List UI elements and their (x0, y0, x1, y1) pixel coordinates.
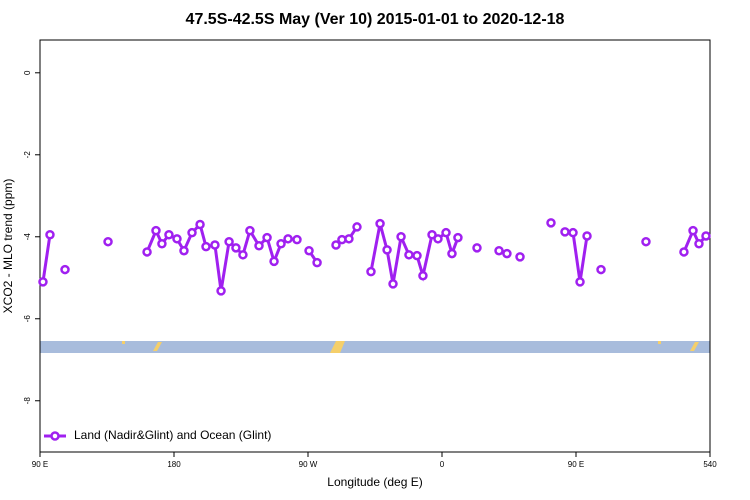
x-tick-label: 90 E (568, 460, 584, 469)
x-tick-label: 90 W (299, 460, 318, 469)
data-line (682, 226, 708, 253)
data-point (142, 247, 152, 257)
data-point (201, 241, 211, 252)
data-line (41, 234, 52, 283)
y-tick-label: 0 (23, 70, 32, 75)
data-point (304, 245, 314, 256)
data-point (582, 231, 592, 241)
data-point (453, 232, 463, 243)
data-point (45, 229, 55, 240)
data-point (694, 238, 704, 249)
data-point (688, 225, 698, 236)
data-point (396, 232, 406, 242)
data-point (546, 218, 556, 228)
data-point (427, 229, 437, 240)
data-point (447, 248, 457, 259)
x-tick-label: 90 E (32, 460, 48, 469)
data-point (568, 227, 578, 238)
y-tick-label: -8 (23, 397, 32, 405)
data-point (412, 250, 422, 261)
data-point (231, 243, 241, 253)
data-point (418, 270, 428, 281)
data-point (238, 250, 248, 260)
y-tick-label: -6 (23, 315, 32, 323)
plot-frame (39, 39, 711, 453)
data-point (195, 219, 205, 230)
data-point (245, 225, 255, 236)
data-point (179, 245, 189, 256)
data-point (575, 277, 585, 287)
data-point (494, 245, 504, 256)
data-point (224, 236, 234, 247)
data-point (38, 277, 48, 287)
data-point (187, 227, 197, 238)
data-point (210, 240, 220, 250)
data-point (164, 229, 174, 240)
data-point (515, 252, 525, 262)
data-point (433, 234, 443, 244)
data-point (60, 264, 70, 275)
x-tick-label: 0 (440, 460, 445, 469)
chart-title: 47.5S-42.5S May (Ver 10) 2015-01-01 to 2… (186, 11, 565, 28)
y-tick-label: -4 (23, 233, 32, 241)
data-point (679, 247, 689, 257)
data-point (276, 238, 286, 249)
data-point (472, 243, 482, 253)
legend-label: Land (Nadir&Glint) and Ocean (Glint) (74, 428, 271, 442)
land-markers (122, 341, 699, 353)
data-point (172, 234, 182, 244)
data-point (216, 286, 226, 296)
data-point (352, 222, 362, 232)
data-point (292, 234, 302, 245)
data-point (269, 256, 279, 267)
data-point (331, 240, 341, 250)
data-point (404, 250, 414, 260)
y-axis-label: XCO2 - MLO trend (ppm) (1, 179, 15, 314)
y-tick-label: -2 (23, 151, 32, 159)
data-point (312, 257, 322, 268)
data-point (641, 236, 651, 247)
data-point (283, 234, 293, 244)
data-point (382, 245, 392, 255)
data-point (254, 241, 264, 251)
data-point (388, 279, 398, 289)
data-point (502, 248, 512, 259)
data-point (151, 225, 161, 236)
data-point (441, 227, 451, 238)
data-point (560, 227, 570, 237)
x-tick-label: 180 (167, 460, 181, 469)
data-point (596, 264, 606, 275)
data-point (701, 231, 711, 241)
data-point (344, 234, 354, 244)
data-point (375, 218, 385, 229)
data-point (262, 232, 272, 243)
data-point (157, 238, 167, 249)
surface-band (40, 341, 710, 353)
data-point (103, 236, 113, 247)
legend-marker (50, 431, 60, 441)
x-axis-label: Longitude (deg E) (327, 475, 422, 489)
data-point (366, 266, 376, 277)
x-tick-label: 540 (703, 460, 717, 469)
